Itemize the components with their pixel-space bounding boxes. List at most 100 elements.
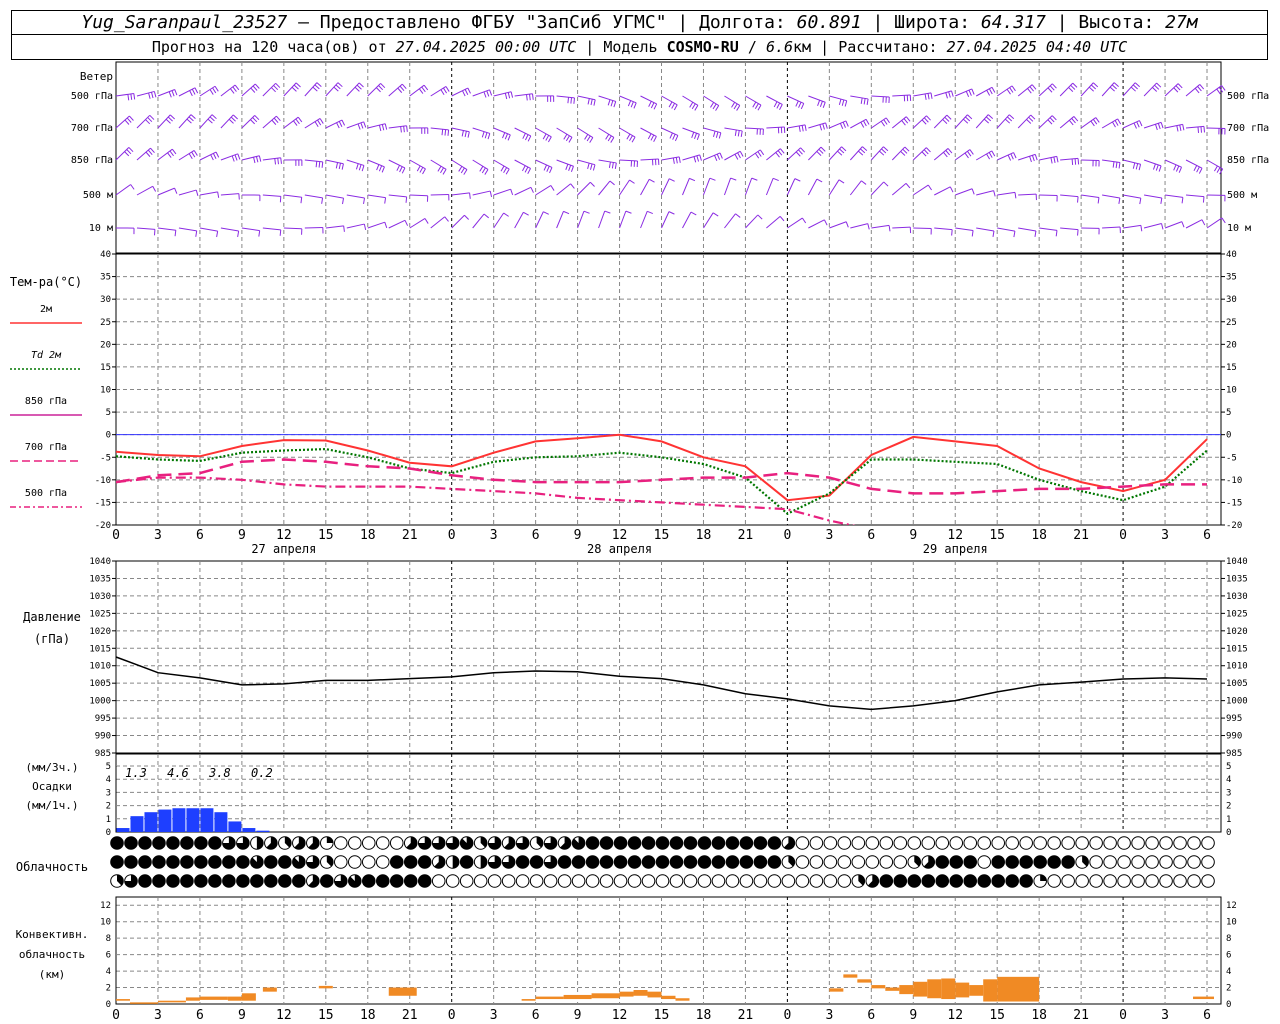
wind-barb-feather [1138, 164, 1142, 171]
wind-barb-feather [464, 131, 467, 138]
wind-barb-feather [614, 162, 617, 169]
wind-barb-feather [1139, 120, 1143, 127]
cloud-symbol [333, 836, 348, 850]
precipitation-unit-1h: (мм/1ч.) [26, 799, 79, 812]
wind-barb [409, 84, 425, 97]
wind-barb-feather [964, 152, 969, 159]
wind-barb [472, 127, 490, 134]
cloud-symbol [669, 874, 684, 888]
convective-cloud-bar [983, 979, 998, 1002]
temperature-series-1 [116, 447, 1208, 516]
wind-barb-feather [484, 132, 488, 139]
wind-barb [891, 116, 907, 129]
cloud-symbol [809, 836, 824, 850]
wind-barb-feather [400, 126, 402, 133]
cloud-symbol [1117, 836, 1131, 850]
cloud-symbol [977, 855, 992, 869]
wind-barb-feather [678, 156, 681, 163]
wind-barb-feather [1006, 116, 1013, 122]
wind-level-label-right: 10 м [1227, 223, 1251, 234]
wind-barb [703, 212, 714, 229]
wind-barb [241, 83, 256, 97]
wind-barb-feather [1115, 161, 1118, 169]
wind-barb-feather [230, 88, 235, 94]
wind-barb-feather [1090, 84, 1097, 90]
wind-barb [829, 95, 847, 102]
cloud-symbol [1047, 874, 1061, 888]
wind-barb-feather [563, 210, 570, 215]
wind-barb-feather [816, 151, 822, 156]
pressure-title: Давление [23, 610, 81, 624]
wind-barb-feather [1132, 84, 1138, 90]
convective-cloud-bar [1193, 996, 1215, 1000]
wind-barb-feather [735, 213, 741, 218]
cloud-symbol [893, 874, 908, 888]
wind-barb-feather [923, 149, 929, 155]
cloud-symbol [375, 836, 390, 850]
cloud-symbol-fill [867, 874, 879, 888]
convective-tick-right: 10 [1226, 918, 1237, 928]
wind-barb-feather [691, 131, 695, 138]
wind-barb-feather [1200, 126, 1202, 133]
wind-barb-feather [610, 100, 614, 107]
cloud-symbol-fill [124, 874, 138, 888]
wind-barb [346, 159, 365, 166]
wind-barb [577, 127, 594, 138]
convective-tick-left: 2 [106, 984, 111, 994]
cloud-symbol [543, 874, 558, 888]
pressure-tick-left: 1005 [89, 679, 111, 689]
wind-barb-feather [363, 121, 367, 128]
wind-barb-feather [1013, 231, 1016, 238]
wind-barb-feather [314, 121, 319, 128]
wind-barb-feather [333, 86, 339, 92]
wind-barb-feather [212, 87, 217, 94]
wind-barb-feather [986, 153, 991, 160]
wind-barb-feather [295, 82, 301, 88]
cloud-symbol [851, 836, 866, 850]
wind-barb-feather [1139, 198, 1142, 205]
wind-barb-feather [147, 149, 153, 155]
wind-barb-feather [1118, 197, 1121, 204]
wind-barb [765, 178, 774, 196]
temperature-title: Тем-ра(°C) [10, 275, 82, 289]
wind-barb-feather [817, 99, 821, 106]
wind-barb-feather [1088, 86, 1095, 92]
cloud-symbol [991, 836, 1006, 850]
wind-barb [891, 182, 907, 196]
wind-barb [787, 217, 803, 229]
wind-barb-feather [798, 102, 802, 108]
pressure-tick-right: 990 [1226, 732, 1242, 742]
wind-barb [409, 194, 428, 197]
wind-barb-feather [440, 167, 444, 174]
wind-barb-feather [1072, 82, 1078, 88]
wind-title: Ветер [80, 70, 113, 83]
cloud-symbol [194, 855, 208, 869]
cloud-symbol [1187, 874, 1201, 888]
cloud-symbol [599, 874, 614, 888]
wind-barb [598, 180, 611, 196]
wind-level-label-right: 500 гПа [1227, 91, 1269, 102]
wind-barb-feather [586, 135, 591, 142]
wind-barb [1018, 193, 1037, 196]
cloud-symbol [837, 874, 852, 888]
wind-barb-feather [1117, 118, 1122, 125]
cloud-symbol-fill [480, 836, 487, 848]
convective-x-tick-label: 15 [654, 1008, 670, 1023]
wind-barb [556, 159, 574, 167]
convective-cloud-bar [927, 979, 942, 999]
temperature-tick-right: -10 [1226, 476, 1242, 486]
precipitation-bar [158, 809, 172, 832]
wind-barb-feather [300, 197, 303, 204]
wind-barb-feather [565, 163, 569, 170]
wind-barb-feather [355, 163, 359, 170]
cloud-symbol [683, 855, 698, 869]
wind-barb-feather [607, 99, 611, 106]
precipitation-bar [242, 828, 256, 832]
cloud-symbol [166, 855, 180, 869]
wind-barb [703, 177, 711, 196]
cloud-symbol [389, 836, 404, 850]
wind-barb [661, 95, 678, 106]
wind-barb [640, 211, 648, 229]
wind-barb-feather [801, 125, 804, 132]
temperature-tick-right: 5 [1226, 408, 1231, 418]
